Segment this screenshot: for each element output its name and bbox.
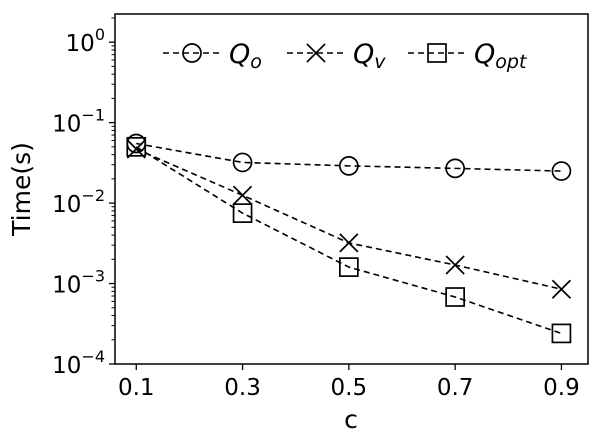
x-tick-label: 0.7 xyxy=(437,375,474,401)
legend-label: Qopt xyxy=(474,39,528,73)
y-tick-label: 10−3 xyxy=(52,267,105,299)
x-tick-label: 0.5 xyxy=(331,375,368,401)
x-tick-label: 0.3 xyxy=(224,375,261,401)
legend-label: Qo xyxy=(229,39,262,73)
data-point-square xyxy=(232,203,253,223)
data-point-square xyxy=(445,287,465,307)
legend-marker-square xyxy=(427,43,447,63)
data-point-circle xyxy=(338,156,359,176)
legend-marker-circle xyxy=(182,43,202,63)
x-tick-label: 0.9 xyxy=(543,375,580,401)
series-line-circle xyxy=(136,142,562,172)
series-layer xyxy=(126,133,572,344)
data-point-x xyxy=(551,279,572,299)
data-point-circle xyxy=(445,158,465,179)
y-axis-label: Time(s) xyxy=(7,142,36,237)
data-point-x xyxy=(339,233,359,253)
data-point-square xyxy=(338,257,359,277)
series-line-square xyxy=(135,146,562,335)
x-axis-label: c xyxy=(344,405,358,434)
plot-frame xyxy=(114,13,589,365)
data-point-circle xyxy=(551,161,572,181)
y-tick-label: 10−4 xyxy=(52,347,105,379)
legend-marker-x xyxy=(306,43,326,63)
y-tick-label: 10−2 xyxy=(52,186,105,218)
data-point-x xyxy=(445,255,465,275)
y-tick-label: 100 xyxy=(66,25,105,57)
y-tick-label: 10−1 xyxy=(52,106,105,138)
data-point-square xyxy=(551,323,572,344)
legend-label: Qv xyxy=(353,39,386,73)
legend: Qo Qv Qopt xyxy=(163,39,528,73)
data-point-x xyxy=(232,185,253,205)
data-point-square xyxy=(126,136,147,157)
data-point-circle xyxy=(232,152,253,173)
ticks-layer: 0.1 0.3 0.5 0.7 0.9 100 10−1 10−2 10−3 10−4 xyxy=(52,17,580,401)
x-tick-label: 0.1 xyxy=(118,375,155,401)
